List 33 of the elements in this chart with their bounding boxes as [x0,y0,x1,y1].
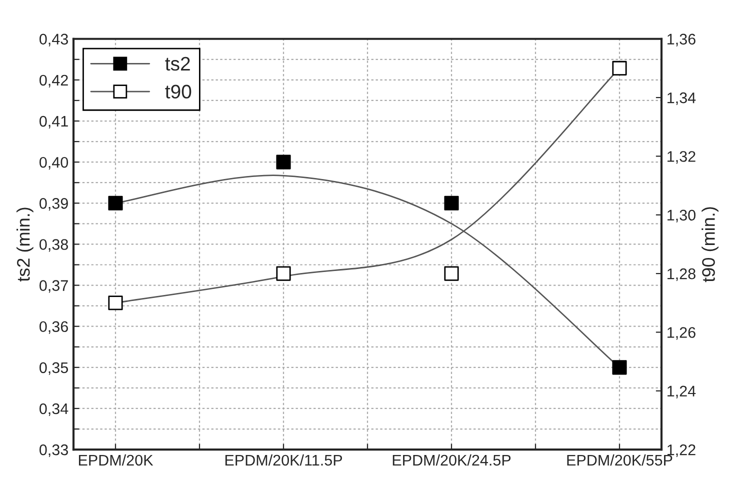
y2-tick-label: 1,28 [668,268,696,282]
y2-tick-label: 1,24 [668,386,696,398]
y-tick-label: 0,37 [40,280,68,293]
y2-axis-title: t90 (min.) [702,207,718,282]
point [444,266,459,281]
y-tick-label: 0,33 [40,444,68,458]
point [276,266,291,281]
legend-label: ts2 [165,56,190,71]
point [612,360,627,375]
point [108,296,123,310]
point [612,60,627,76]
legend-label: t90 [165,84,192,99]
y2-tick-label: 1,32 [668,151,696,164]
y-tick-label: 0,35 [40,362,68,375]
y2-tick-label: 1,26 [668,327,696,340]
y-tick-label: 0,34 [40,403,68,416]
point [108,196,123,210]
y2-tick-label: 1,34 [668,92,696,106]
point [276,154,291,170]
y-axis-title: ts2 (min.) [16,208,34,282]
x-tick-label: EPDM/20K/24.5P [392,454,511,466]
y-tick-label: 0,41 [40,116,68,129]
y-tick-label: 0,38 [40,239,68,252]
x-tick-label: EPDM/20K [78,454,154,466]
y-tick-label: 0,36 [40,321,68,334]
y-tick-label: 0,39 [40,198,68,211]
y-tick-label: 0,40 [40,156,68,170]
y2-tick-label: 1,30 [668,210,696,222]
point [444,196,459,210]
x-tick-label: EPDM/20K/11.5P [225,454,342,466]
y-tick-label: 0,43 [40,34,68,46]
y2-tick-label: 1,36 [668,34,696,46]
y-tick-label: 0,42 [40,74,68,88]
